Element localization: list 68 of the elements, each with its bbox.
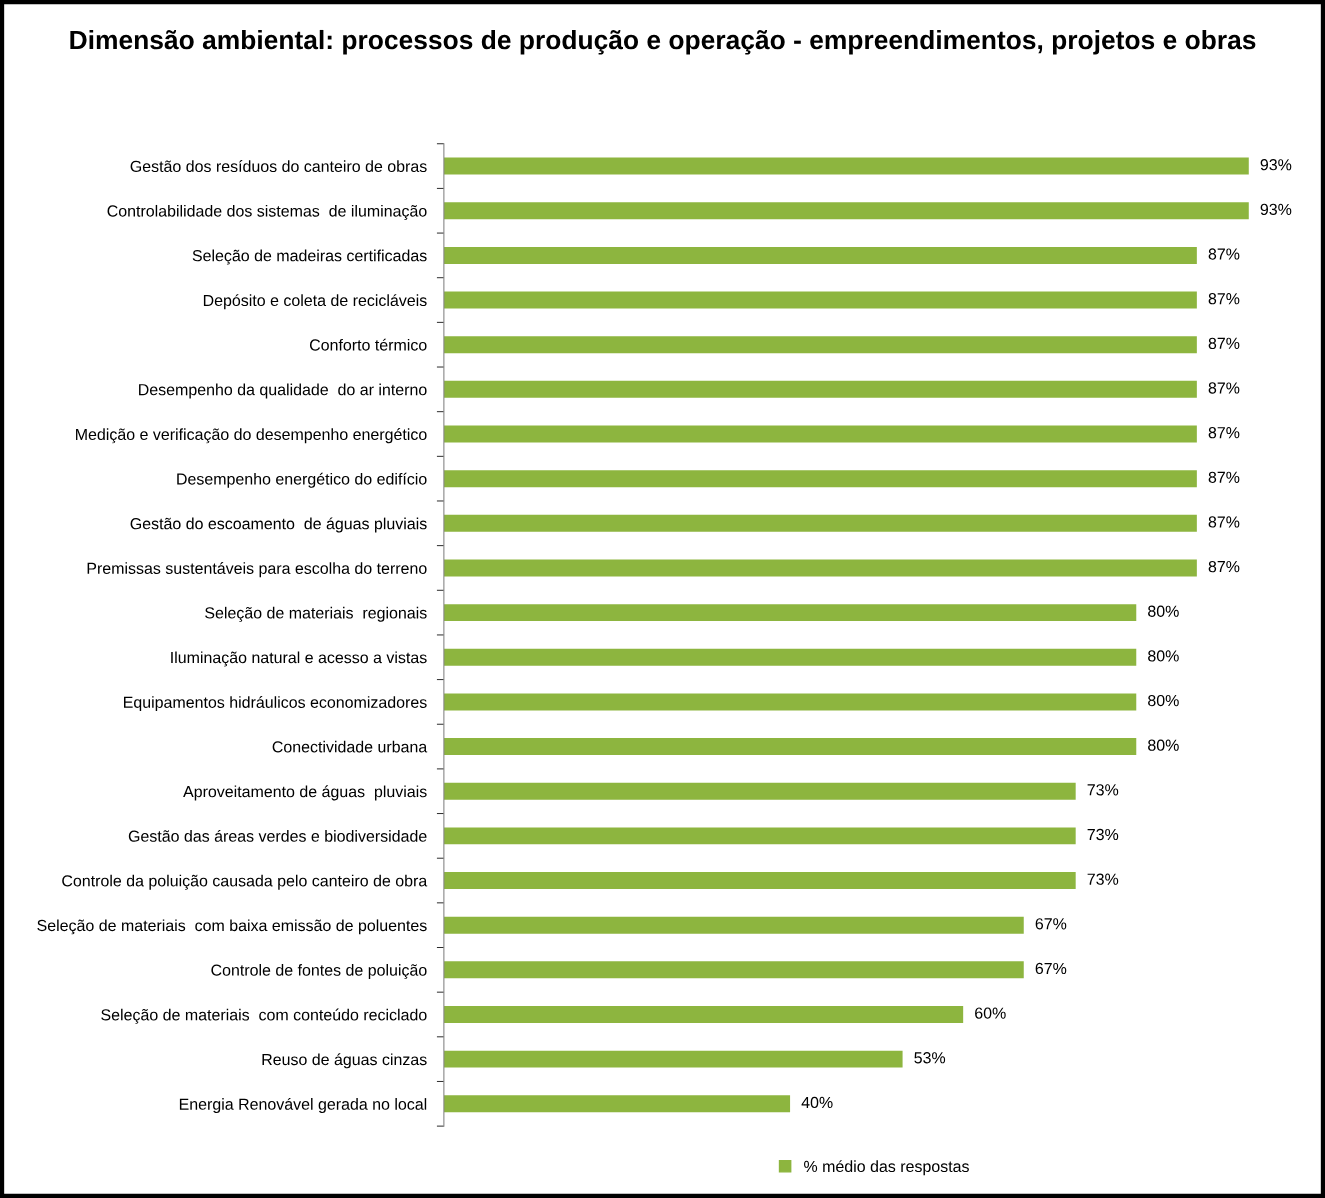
y-tick-label: Equipamentos hidráulicos economizadores: [124, 696, 427, 712]
bar: [443, 827, 1076, 845]
data-label: 80%: [1148, 605, 1179, 617]
bar: [443, 470, 1197, 488]
y-tick-label: Seleção de madeiras certificadas: [192, 249, 427, 265]
data-label: 87%: [1208, 516, 1240, 528]
data-label: 80%: [1148, 650, 1179, 662]
bar: [443, 604, 1137, 622]
data-label: 60%: [975, 1007, 1006, 1019]
data-label: 80%: [1148, 694, 1179, 707]
chart-title: Dimensão ambiental: processos de produção e operação - empreendimentos, projetos e obras: [70, 29, 1256, 55]
bar: [443, 559, 1197, 577]
data-label: 87%: [1208, 248, 1240, 260]
bar: [443, 202, 1249, 220]
y-tick-label: Controle da poluição causada pelo canteiro de obra: [62, 874, 428, 890]
y-tick-label: Desempenho energético do edifício: [177, 472, 427, 488]
data-label: 53%: [914, 1052, 946, 1064]
bar: [443, 1050, 903, 1068]
y-tick-label: Conectividade urbana: [272, 740, 428, 753]
bar: [443, 336, 1197, 354]
data-label: 67%: [1035, 962, 1067, 975]
data-label: 73%: [1087, 784, 1119, 796]
y-tick-label: Gestão do escoamento de águas pluviais: [130, 517, 427, 533]
bar: [443, 872, 1076, 890]
y-tick-label: Reuso de águas cinzas: [262, 1053, 427, 1069]
bar: [443, 648, 1137, 666]
bar: [443, 916, 1024, 934]
y-tick-label: Seleção de materiais com conteúdo reciclado: [101, 1008, 427, 1024]
bar: [443, 738, 1137, 756]
bar: [443, 291, 1197, 309]
y-tick-label: Depósito e coleta de recicláveis: [203, 294, 427, 310]
y-tick-label: Seleção de materiais regionais: [205, 606, 427, 622]
data-label: 73%: [1087, 828, 1119, 841]
data-label: 87%: [1208, 471, 1240, 483]
y-tick-label: Desempenho da qualidade do ar interno: [139, 383, 427, 399]
bar: [443, 1006, 964, 1023]
y-tick-label: Energia Renovável gerada no local: [179, 1097, 427, 1113]
y-tick-label: Conforto térmico: [309, 338, 427, 351]
data-label: 87%: [1208, 337, 1240, 349]
data-label: 93%: [1260, 203, 1292, 216]
bar: [443, 961, 1024, 979]
y-tick-label: Controlabilidade dos sistemas de iluminação: [107, 204, 427, 220]
y-tick-label: Controle de fontes de poluição: [211, 964, 427, 980]
data-label: 87%: [1208, 426, 1240, 439]
bar: [443, 693, 1137, 711]
bar: [443, 157, 1249, 175]
data-label: 40%: [801, 1096, 833, 1109]
bar: [443, 425, 1197, 443]
bar: [443, 1095, 791, 1113]
bar: [443, 782, 1076, 800]
data-label: 87%: [1208, 382, 1240, 394]
data-label: 87%: [1208, 293, 1240, 305]
data-label: 80%: [1148, 739, 1179, 751]
y-tick-label: Aproveitamento de águas pluviais: [183, 785, 427, 801]
data-label: 87%: [1208, 560, 1240, 573]
y-tick-label: Premissas sustentáveis para escolha do terreno: [87, 562, 427, 578]
data-label: 73%: [1087, 873, 1119, 885]
y-tick-label: Iluminação natural e acesso a vistas: [171, 651, 427, 667]
y-tick-label: Seleção de materiais com baixa emissão de poluentes: [37, 919, 427, 935]
legend-label: % médio das respostas: [804, 1160, 969, 1176]
y-tick-label: Gestão das áreas verdes e biodiversidade: [128, 829, 427, 842]
bar: [443, 246, 1197, 264]
data-label: 93%: [1260, 159, 1292, 171]
bar: [443, 380, 1197, 398]
y-tick-label: Medição e verificação do desempenho energético: [76, 428, 427, 444]
data-label: 67%: [1035, 918, 1067, 930]
bar: [443, 514, 1197, 532]
y-tick-label: Gestão dos resíduos do canteiro de obras: [130, 160, 427, 173]
